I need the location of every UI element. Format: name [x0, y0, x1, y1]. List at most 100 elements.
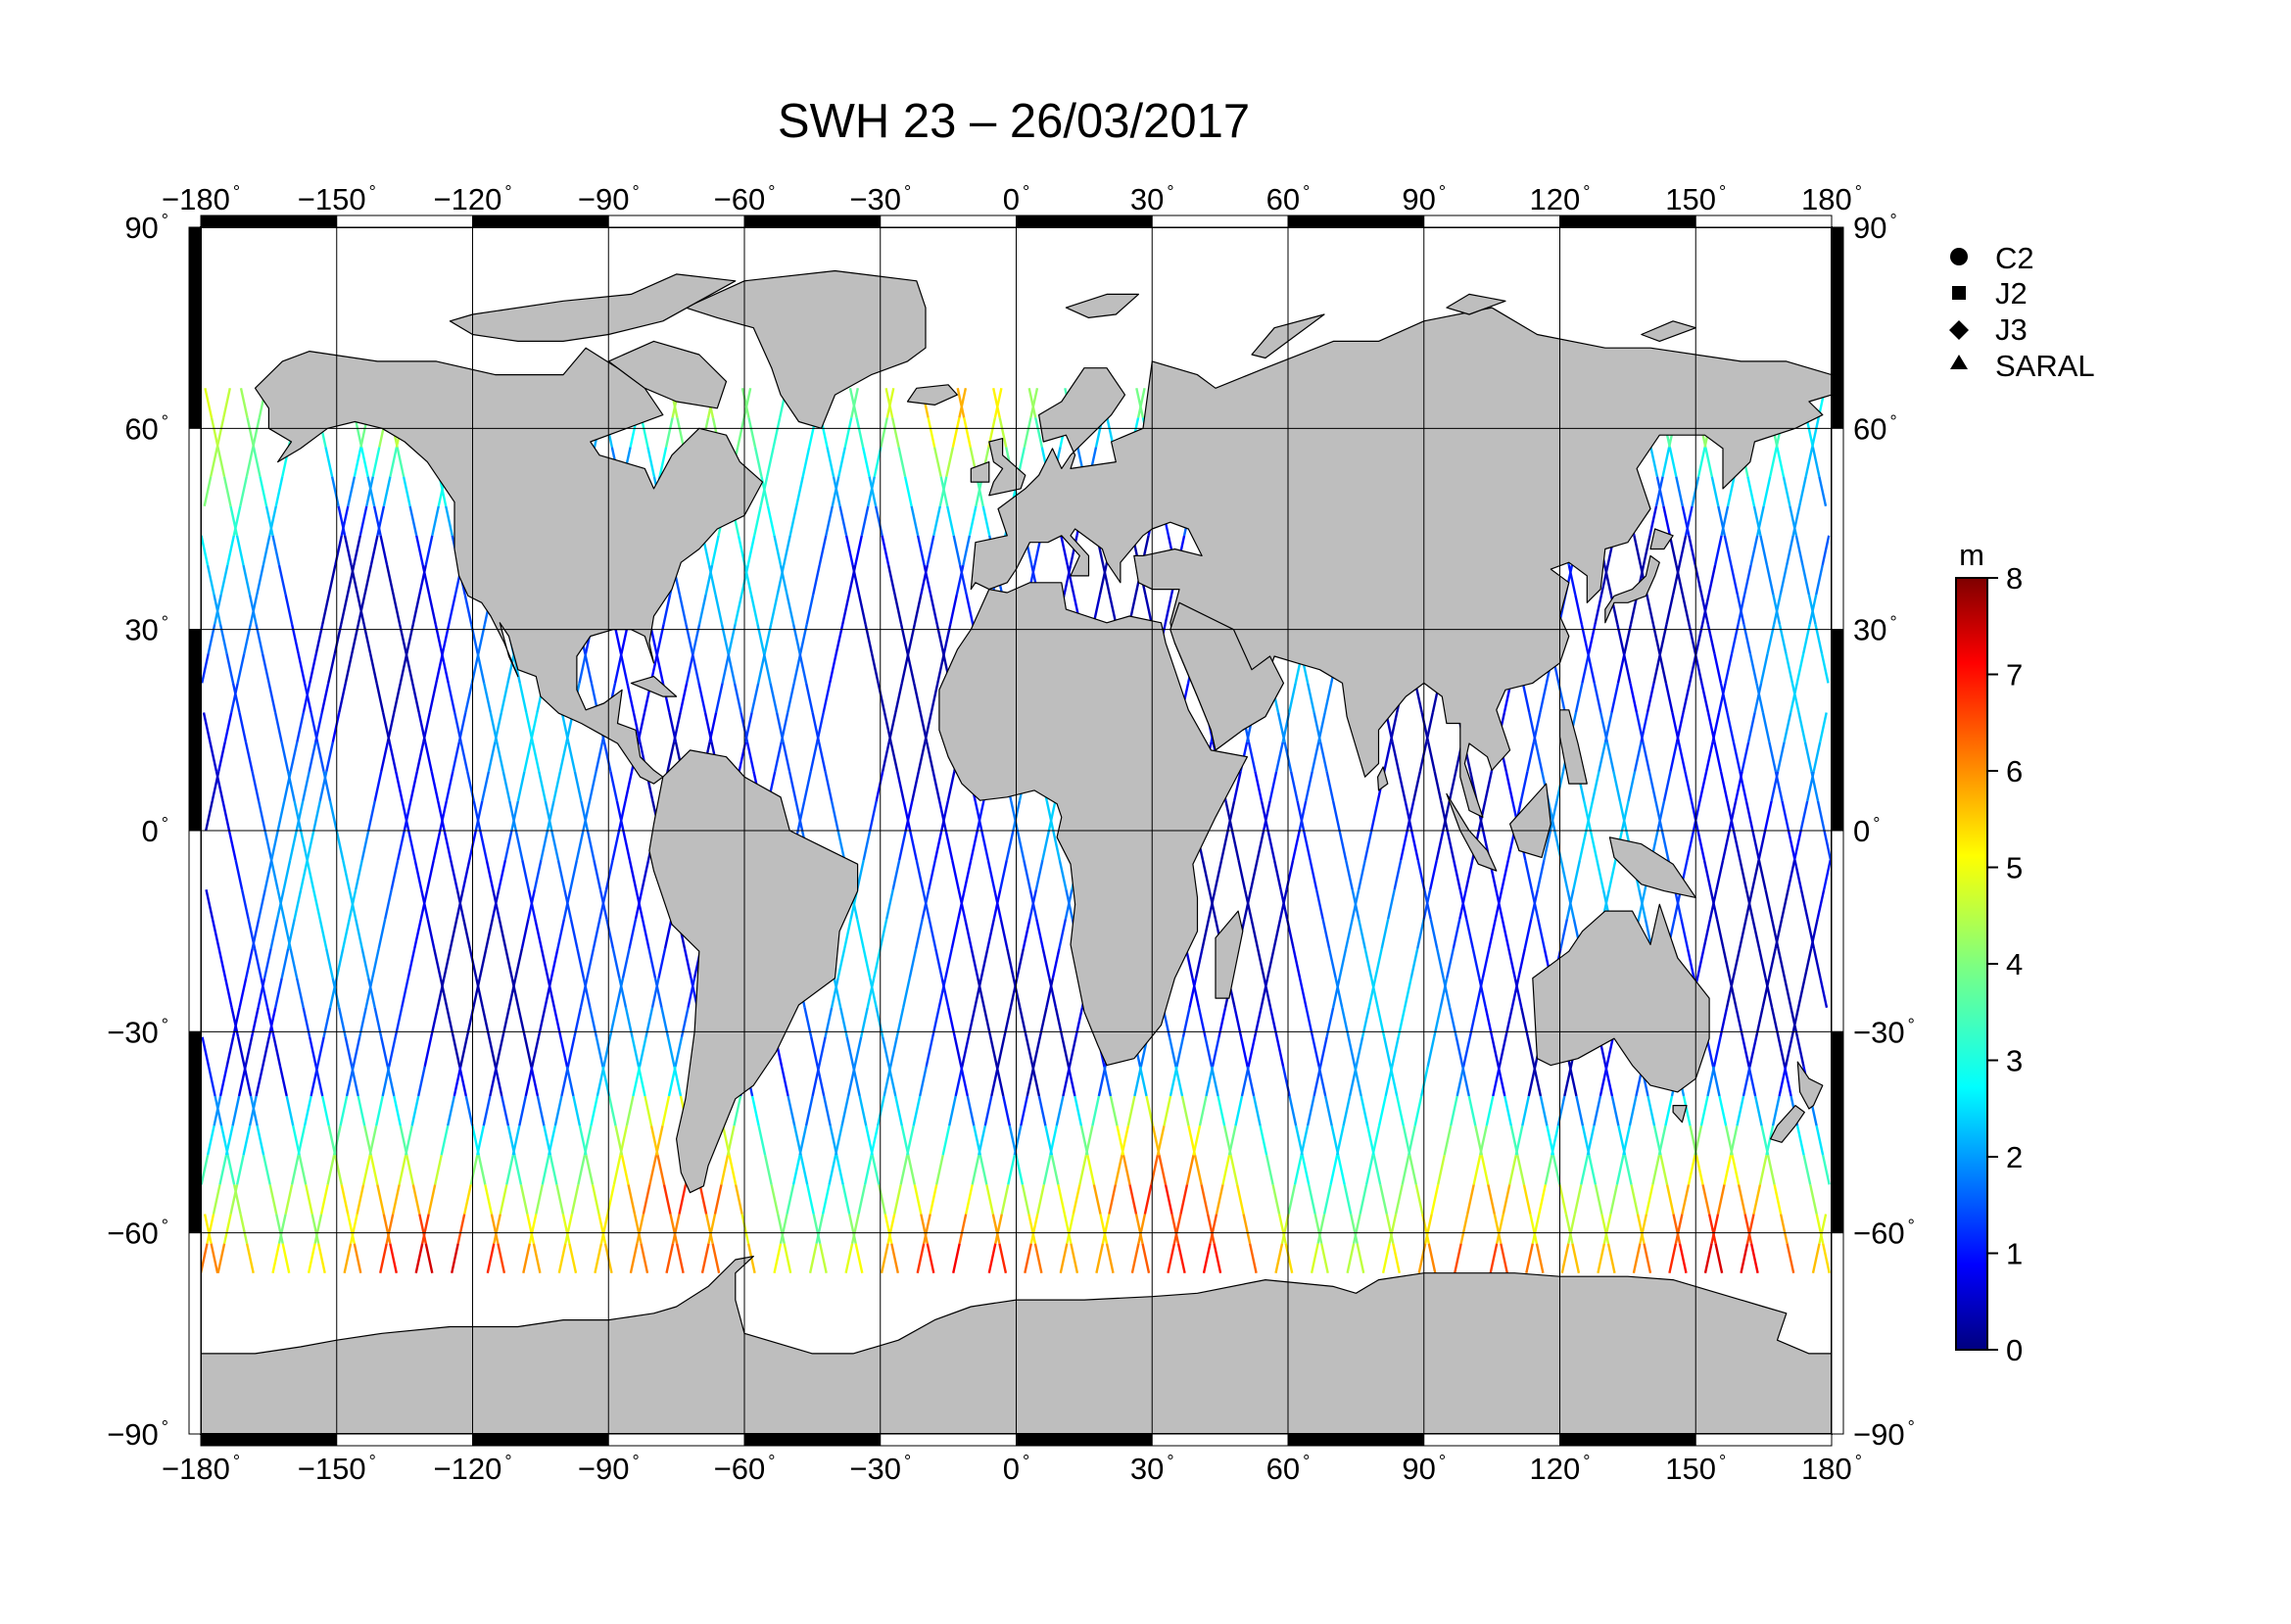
- track-segment: [586, 830, 596, 861]
- track-segment: [451, 1243, 459, 1273]
- track-segment: [1314, 888, 1324, 920]
- track-segment: [1311, 1036, 1320, 1068]
- ground-track: [379, 388, 573, 1273]
- track-segment: [1713, 741, 1723, 773]
- track-segment: [1749, 1243, 1759, 1273]
- track-segment: [415, 741, 425, 773]
- track-segment: [953, 1036, 963, 1068]
- track-segment: [1485, 1095, 1495, 1126]
- track-segment: [1790, 683, 1798, 713]
- track-segment: [721, 1124, 731, 1156]
- track-segment: [989, 1036, 998, 1068]
- ground-track: [204, 388, 398, 1273]
- track-segment: [1448, 771, 1457, 802]
- track-segment: [1168, 1036, 1177, 1068]
- track-segment: [597, 1214, 607, 1244]
- track-segment: [1383, 1036, 1392, 1068]
- track-segment: [1069, 535, 1078, 566]
- track-segment: [1618, 800, 1628, 832]
- track-segment: [1804, 447, 1814, 477]
- track-segment: [893, 1184, 902, 1215]
- track-segment: [1471, 948, 1481, 979]
- track-segment: [519, 1184, 529, 1215]
- track-segment: [916, 535, 926, 566]
- track-segment: [390, 859, 400, 890]
- track-segment: [1256, 830, 1265, 861]
- track-segment: [1066, 1214, 1074, 1244]
- track-segment: [1337, 1155, 1346, 1185]
- frame-tick-left: [188, 629, 202, 832]
- track-segment: [1747, 1066, 1757, 1097]
- track-segment: [951, 859, 960, 890]
- frame-tick-top: [1016, 215, 1153, 228]
- tick-label: 90 °: [1402, 1452, 1446, 1486]
- track-segment: [792, 653, 802, 684]
- track-segment: [223, 712, 233, 742]
- track-segment: [875, 771, 884, 802]
- track-segment: [783, 535, 791, 566]
- track-segment: [1454, 1243, 1462, 1273]
- track-segment: [1366, 1124, 1375, 1156]
- track-segment: [915, 919, 924, 949]
- track-segment: [360, 830, 370, 861]
- track-segment: [1105, 1243, 1115, 1273]
- tick-label: −60 °: [714, 182, 776, 216]
- track-segment: [1519, 771, 1529, 802]
- track-segment: [563, 888, 573, 920]
- track-segment: [1662, 771, 1672, 802]
- track-segment: [209, 741, 218, 773]
- track-segment: [436, 978, 446, 1008]
- track-segment: [1707, 564, 1717, 596]
- track-segment: [245, 1243, 255, 1273]
- track-segment: [1658, 653, 1668, 684]
- track-segment: [468, 948, 478, 979]
- track-segment: [373, 771, 383, 802]
- track-segment: [1414, 1184, 1424, 1215]
- tick-label: 60 °: [124, 411, 168, 446]
- track-segment: [1704, 741, 1714, 773]
- track-segment: [926, 535, 935, 566]
- track-segment: [205, 800, 214, 832]
- track-segment: [1603, 564, 1612, 596]
- track-segment: [1455, 1036, 1464, 1068]
- track-segment: [222, 476, 232, 506]
- track-segment: [540, 948, 549, 979]
- track-segment: [983, 1095, 993, 1126]
- track-segment: [243, 1066, 253, 1097]
- track-segment: [367, 800, 376, 832]
- track-segment: [1294, 1124, 1304, 1156]
- track-segment: [746, 535, 756, 566]
- track-segment: [1287, 1184, 1297, 1215]
- track-segment: [508, 800, 517, 832]
- track-segment: [1363, 948, 1373, 979]
- track-segment: [1318, 741, 1328, 773]
- track-segment: [1404, 800, 1413, 832]
- track-segment: [380, 1036, 389, 1068]
- track-segment: [500, 683, 509, 713]
- track-segment: [409, 771, 418, 802]
- track-segment: [621, 948, 631, 979]
- track-segment: [991, 1214, 1001, 1244]
- track-segment: [1712, 1036, 1722, 1068]
- track-segment: [775, 712, 785, 742]
- landmass-sri-lanka: [1376, 766, 1389, 791]
- track-segment: [1247, 741, 1257, 773]
- track-segment: [342, 859, 351, 890]
- track-segment: [300, 859, 309, 890]
- track-segment: [289, 741, 299, 773]
- track-segment: [981, 505, 991, 537]
- track-segment: [1616, 653, 1626, 684]
- track-segment: [1325, 771, 1335, 802]
- track-segment: [671, 1214, 681, 1244]
- track-segment: [871, 1155, 881, 1185]
- track-segment: [993, 888, 1002, 920]
- track-segment: [1543, 830, 1552, 861]
- track-segment: [1136, 388, 1146, 418]
- track-segment: [1688, 653, 1697, 684]
- track-segment: [1193, 1155, 1203, 1185]
- track-segment: [452, 741, 460, 773]
- track-segment: [382, 1214, 392, 1244]
- track-segment: [979, 948, 989, 979]
- legend-label: SARAL: [1995, 349, 2095, 383]
- track-segment: [476, 653, 486, 684]
